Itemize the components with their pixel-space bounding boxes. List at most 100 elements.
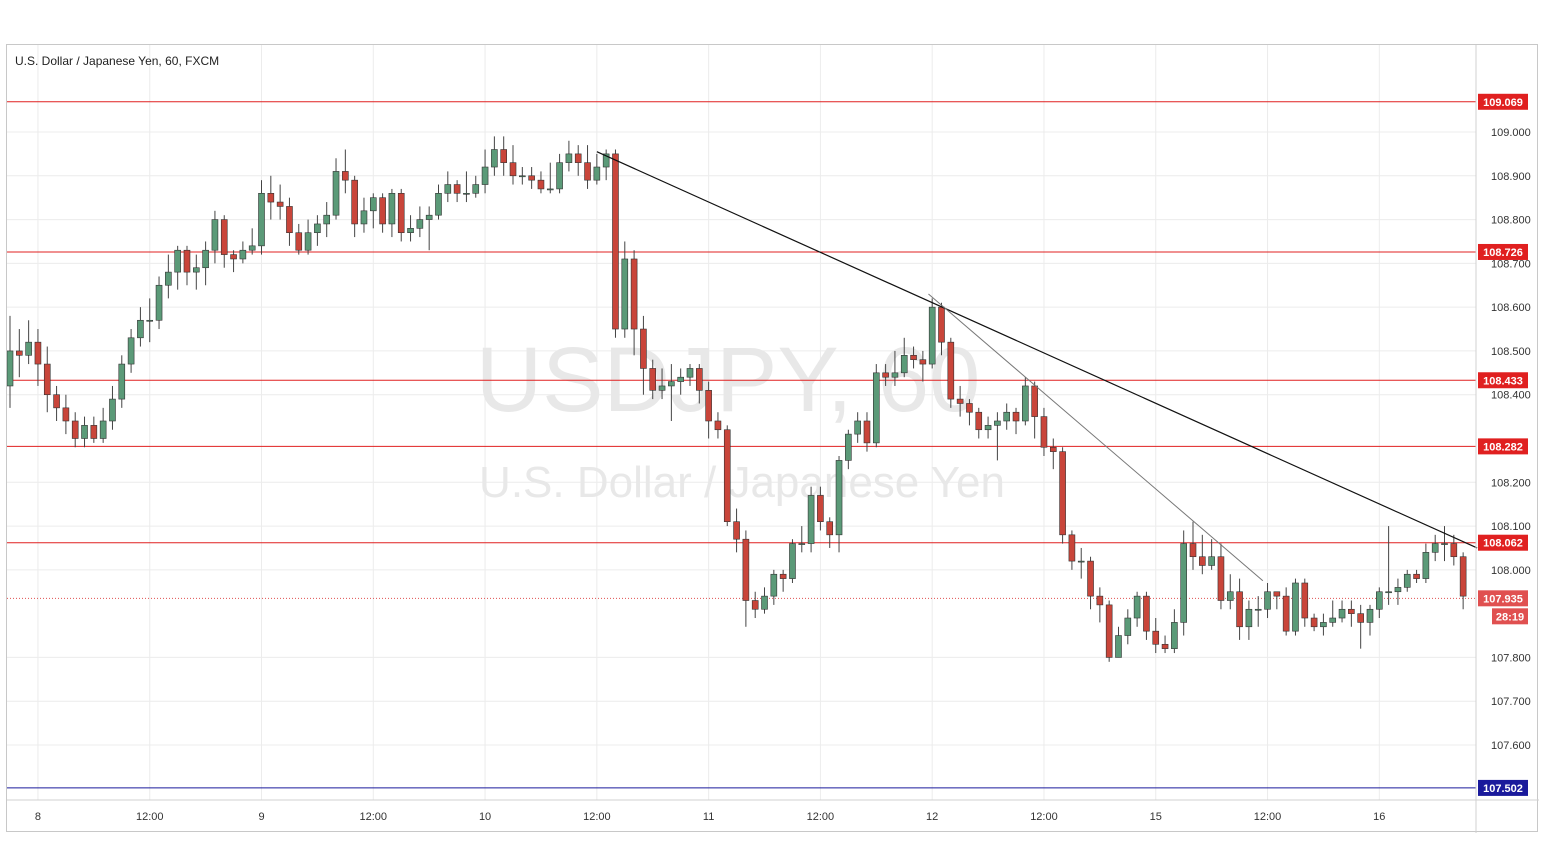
- candle: [388, 188, 396, 238]
- candle-body: [416, 219, 424, 229]
- candle: [155, 276, 163, 330]
- candle: [854, 412, 861, 443]
- candle: [127, 329, 135, 373]
- candle: [826, 517, 834, 548]
- candle: [1199, 534, 1206, 575]
- candle-body: [379, 197, 386, 225]
- candle: [528, 167, 535, 189]
- candle-body: [658, 385, 666, 391]
- trendline: [928, 293, 1264, 582]
- candle-body: [966, 403, 973, 413]
- level-tag-box: [1478, 243, 1528, 260]
- candle: [1022, 377, 1029, 426]
- candle: [472, 175, 480, 198]
- level-tag-box: [1478, 372, 1528, 389]
- candle: [1226, 574, 1234, 610]
- candle: [1143, 591, 1150, 640]
- candle-body: [761, 595, 768, 610]
- candle: [863, 412, 871, 452]
- candle-body: [1366, 608, 1374, 623]
- candle-body: [602, 153, 610, 168]
- level-tag: 108.433: [1478, 372, 1528, 389]
- price-tick-label: 107.700: [1491, 696, 1531, 708]
- candle: [928, 298, 936, 369]
- candle: [34, 329, 42, 386]
- candle-body: [612, 153, 619, 330]
- grid-layer: [7, 45, 1476, 800]
- candle-body: [267, 193, 275, 203]
- candle: [519, 167, 526, 185]
- candle: [71, 412, 79, 448]
- price-tick-label: 108.600: [1491, 302, 1531, 314]
- candle-body: [919, 359, 927, 365]
- level-tag-text: 108.062: [1483, 538, 1523, 550]
- candle-body: [845, 433, 852, 461]
- candle-body: [789, 543, 796, 579]
- level-tag-box: [1478, 534, 1528, 551]
- candle-body: [938, 306, 945, 343]
- candle-body: [127, 337, 135, 365]
- candle: [900, 337, 908, 378]
- candle: [779, 569, 787, 592]
- candle: [1413, 569, 1420, 583]
- candle: [1292, 578, 1299, 636]
- last-price-tag: 107.935: [1478, 590, 1528, 607]
- candle-body: [62, 407, 70, 422]
- candle: [984, 416, 992, 439]
- candle: [1385, 526, 1392, 605]
- candle: [202, 241, 209, 286]
- candle-body: [500, 149, 507, 163]
- candle-body: [994, 420, 1001, 426]
- candle-body: [118, 363, 126, 400]
- candle-body: [183, 249, 191, 273]
- candle: [397, 188, 405, 242]
- candle: [183, 245, 191, 286]
- candle: [369, 193, 377, 229]
- candle-body: [1124, 617, 1132, 636]
- candlestick-chart[interactable]: USDJPY, 60 U.S. Dollar / Japanese Yen 10…: [7, 45, 1539, 833]
- candle: [174, 245, 181, 290]
- candle-body: [1385, 591, 1392, 594]
- candle-body: [1348, 608, 1355, 614]
- candle: [546, 162, 554, 194]
- level-tag-box: [1478, 779, 1528, 796]
- candle-body: [1087, 560, 1094, 597]
- candle-body: [397, 193, 405, 234]
- candle-body: [677, 376, 684, 382]
- candle-body: [248, 245, 256, 251]
- candle: [230, 250, 237, 273]
- candles: [7, 136, 1467, 662]
- candle-body: [891, 372, 899, 378]
- candle-body: [230, 254, 237, 260]
- candle-body: [1413, 573, 1420, 579]
- candle-body: [751, 600, 759, 610]
- candle: [630, 250, 638, 356]
- candle: [1348, 600, 1355, 627]
- candle: [947, 337, 955, 408]
- candle-body: [71, 420, 79, 439]
- candle: [16, 329, 23, 378]
- time-tick-label: 12:00: [807, 811, 835, 823]
- candle-body: [407, 228, 414, 234]
- candle: [211, 210, 219, 264]
- candle-body: [295, 232, 303, 251]
- candle: [574, 145, 582, 176]
- candle-body: [1264, 591, 1271, 610]
- candle-body: [1236, 591, 1243, 628]
- candle-body: [109, 398, 116, 422]
- time-tick-label: 12:00: [1030, 811, 1058, 823]
- candle-body: [276, 201, 284, 207]
- candle-body: [686, 368, 694, 378]
- candle-body: [286, 206, 293, 234]
- candle-body: [863, 420, 871, 444]
- chart-title: U.S. Dollar / Japanese Yen, 60, FXCM: [15, 54, 219, 68]
- candle-body: [388, 193, 396, 225]
- candle: [1031, 381, 1038, 439]
- candle: [295, 223, 303, 255]
- time-tick-label: 12:00: [136, 811, 164, 823]
- candle: [314, 215, 321, 246]
- candle-body: [481, 166, 489, 185]
- candle: [565, 140, 573, 172]
- candle: [304, 219, 312, 255]
- price-tick-label: 108.800: [1491, 215, 1531, 227]
